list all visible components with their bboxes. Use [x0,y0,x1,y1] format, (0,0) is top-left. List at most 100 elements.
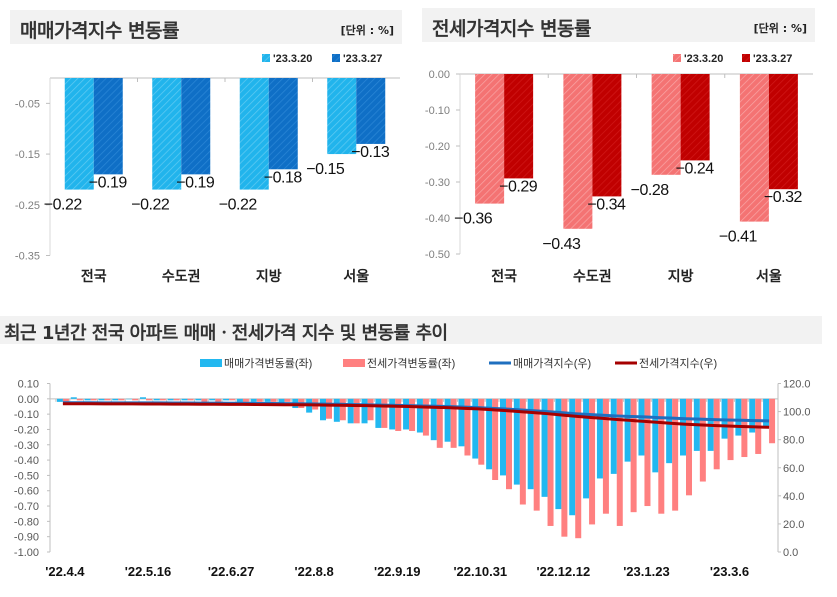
right-tick-label: 80.0 [783,435,804,447]
jeonse-rate-bar [478,398,485,465]
sale-data-label: −0.22 [219,197,258,214]
sale-legend-swatch [332,54,340,62]
trend-chart-title: 최근 1년간 전국 아파트 매매ㆍ전세가격 지수 및 변동률 추이 [4,323,448,344]
jeonse-rate-bar [159,398,166,401]
sale-bar-curr [181,78,211,175]
sale-y-tick-label: -0.15 [15,149,40,161]
jeonse-rate-bar [589,398,596,525]
jeonse-rate-bar [353,398,360,424]
jeonse-rate-bar [506,398,512,490]
left-tick-label: 0.00 [18,394,39,406]
jeonse-bar-prev [475,74,505,204]
x-tick-label: '22.5.16 [125,564,171,579]
jeonse-bar-prev [563,74,593,229]
sale-category-label: 전국 [81,268,107,284]
sale-bar-prev [327,78,357,155]
jeonse-rate-bar [367,398,374,421]
jeonse-data-label: −0.28 [631,182,670,199]
jeonse-data-label: −0.43 [542,236,581,253]
jeonse-rate-bar [146,398,152,401]
jeonse-legend-label: '23.3.27 [753,53,792,65]
left-tick-label: -0.90 [14,532,39,544]
jeonse-data-label: −0.24 [676,160,715,177]
jeonse-rate-bar [492,398,499,481]
sale-rate-bar [126,398,133,400]
jeonse-rate-bar [672,398,679,511]
sale-rate-bar [250,398,257,402]
jeonse-rate-bar [242,398,249,402]
sale-rate-bar [84,398,91,401]
sale-rate-bar [680,398,686,456]
jeonse-y-tick-label: -0.10 [425,105,450,117]
left-tick-label: -0.70 [14,501,39,513]
sale-legend-swatch [262,54,270,62]
sale-rate-bar [389,398,396,430]
jeonse-y-tick-label: -0.50 [425,249,450,261]
jeonse-bar-curr [504,74,534,179]
sale-rate-bar [541,398,548,497]
jeonse-bar-prev [739,74,769,222]
jeonse-rate-bar [561,398,568,537]
sale-rate-bar [430,398,437,441]
jeonse-rate-bar [270,398,277,402]
jeonse-rate-bar [395,398,402,431]
sale-rate-bar [278,398,285,404]
jeonse-rate-bar [118,398,125,401]
sale-rate-bar [320,398,326,421]
sale-y-tick-label: -0.25 [15,200,40,212]
x-tick-label: '22.12.12 [537,564,591,579]
jeonse-bar-curr [768,74,798,190]
sale-rate-bar [223,398,230,401]
jeonse-rate-bar [326,398,332,419]
sale-rate-bar [416,398,423,433]
jeonse-rate-bar [602,398,609,514]
right-tick-label: 60.0 [783,463,804,475]
sale-bar-curr [268,78,298,170]
sale-rate-bar [652,398,659,473]
jeonse-category-label: 서울 [756,268,782,284]
sale-rate-bar [361,398,368,424]
sale-legend-label: '23.3.27 [343,53,382,65]
sale-legend-label: '23.3.20 [273,53,312,65]
sale-y-tick-label: -0.35 [15,251,40,263]
jeonse-rate-bar [686,398,692,496]
jeonse-chart-title: 전세가격지수 변동률 [432,18,591,40]
sale-rate-bar [527,398,534,490]
left-tick-label: -0.50 [14,470,39,482]
sale-rate-bar [70,397,77,399]
sale-rate-bar [583,398,590,499]
jeonse-y-tick-label: 0.00 [429,69,450,81]
jeonse-chart-unit: [단위 : %] [753,22,807,35]
sale-data-label: −0.22 [44,197,83,214]
jeonse-rate-bar [62,398,69,402]
x-tick-label: '22.9.19 [374,564,420,579]
right-tick-label: 0.0 [783,547,798,559]
jeonse-y-tick-label: -0.20 [425,141,450,153]
legend-swatch [343,359,365,367]
legend-label: 매매가격지수(우) [513,357,591,370]
sale-rate-bar [638,398,645,456]
sale-rate-bar [375,398,382,428]
sale-chart-title: 매매가격지수 변동률 [20,20,179,42]
jeonse-rate-bar [229,398,236,401]
sale-rate-bar [167,398,174,401]
sale-bar-curr [356,78,386,144]
sale-data-label: −0.22 [131,197,170,214]
sale-rate-bar [153,398,160,401]
jeonse-rate-bar [547,398,554,526]
sale-y-tick-label: -0.05 [15,98,40,110]
sale-rate-bar [403,398,410,430]
jeonse-rate-bar [104,398,111,401]
jeonse-rate-bar [630,398,637,513]
jeonse-y-tick-label: -0.40 [425,213,450,225]
sale-rate-bar [264,398,271,402]
left-tick-label: 0.10 [18,379,39,391]
left-tick-label: -0.30 [14,440,39,452]
sale-category-label: 지방 [256,268,282,284]
jeonse-rate-bar [422,398,429,436]
sale-rate-bar [347,398,354,424]
jeonse-rate-bar [616,398,623,526]
jeonse-rate-bar [90,398,97,401]
jeonse-rate-bar [713,398,720,470]
